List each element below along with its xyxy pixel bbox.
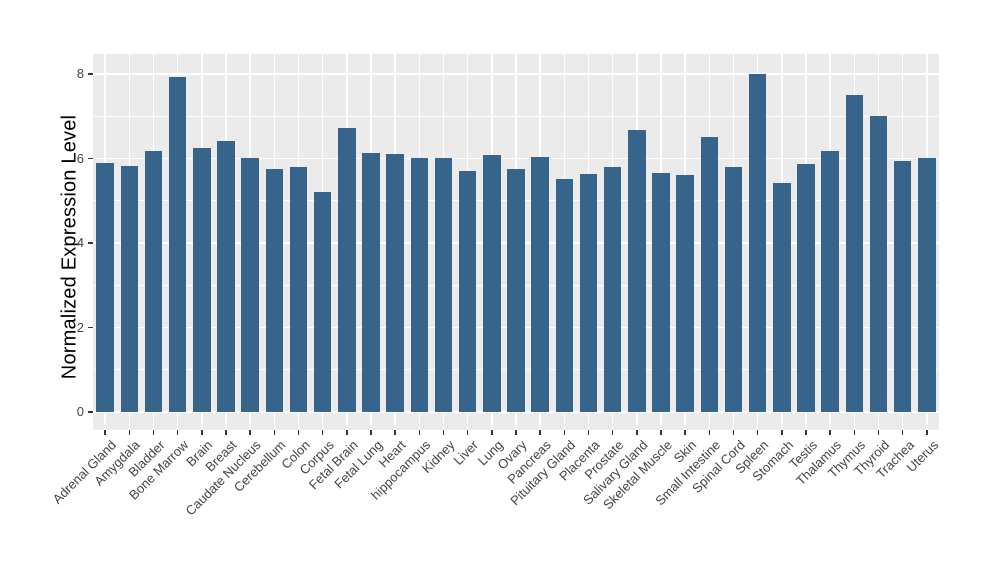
bar-adrenal-gland <box>96 162 114 412</box>
bar-heart <box>386 154 404 412</box>
bar-skin <box>676 174 694 412</box>
y-tick-mark-4 <box>88 242 93 244</box>
bar-lung <box>483 155 501 412</box>
y-tick-mark-0 <box>88 411 93 413</box>
x-tick-label-liver: Liver <box>451 437 482 468</box>
x-tick-mark-17 <box>515 430 517 435</box>
bar-brain <box>193 147 211 412</box>
bar-spinal-cord <box>724 166 743 412</box>
bar-testis <box>797 163 815 412</box>
x-tick-mark-8 <box>297 430 300 435</box>
bar-thalamus <box>821 150 839 412</box>
x-tick-mark-2 <box>152 430 155 435</box>
bar-stomach <box>773 183 791 412</box>
x-tick-mark-12 <box>394 430 396 435</box>
x-tick-mark-30 <box>829 430 831 435</box>
x-tick-mark-15 <box>466 430 469 435</box>
plot-panel <box>93 54 939 430</box>
x-tick-mark-19 <box>563 430 566 435</box>
bar-pituitary-gland <box>555 178 574 412</box>
bar-small-intestine <box>700 137 719 412</box>
bar-bladder <box>144 150 163 412</box>
x-tick-mark-11 <box>370 430 372 435</box>
x-tick-mark-5 <box>225 430 227 435</box>
x-tick-mark-6 <box>249 430 251 435</box>
x-tick-mark-28 <box>781 430 783 435</box>
bar-prostate <box>603 166 622 412</box>
y-tick-mark-2 <box>88 326 93 329</box>
y-tick-mark-8 <box>88 73 93 75</box>
x-tick-mark-33 <box>901 430 904 435</box>
x-tick-mark-1 <box>128 430 130 435</box>
bar-skeletal-muscle <box>652 173 670 412</box>
x-tick-mark-16 <box>491 430 493 435</box>
bar-salivary-gland <box>628 129 646 412</box>
x-tick-mark-29 <box>805 430 807 435</box>
x-tick-mark-26 <box>732 430 735 435</box>
x-tick-mark-23 <box>660 430 662 435</box>
x-tick-mark-3 <box>176 430 179 435</box>
x-tick-mark-20 <box>587 430 590 435</box>
x-tick-mark-13 <box>418 430 421 435</box>
bar-fetal-brain <box>338 128 356 412</box>
bar-thyroid <box>869 116 888 412</box>
y-tick-label-0: 0 <box>76 404 84 419</box>
x-tick-mark-21 <box>611 430 614 435</box>
x-tick-mark-25 <box>708 430 711 435</box>
bar-hippocampus <box>410 157 429 412</box>
x-tick-mark-18 <box>539 430 541 435</box>
x-tick-mark-34 <box>926 430 928 435</box>
bar-cerebellum <box>265 169 284 412</box>
bar-colon <box>289 167 308 412</box>
y-tick-label-4: 4 <box>76 235 84 250</box>
bar-pancreas <box>531 157 549 412</box>
y-tick-label-8: 8 <box>76 66 84 81</box>
x-tick-mark-27 <box>756 430 759 435</box>
x-tick-mark-14 <box>442 430 445 435</box>
bar-spleen <box>748 74 767 412</box>
bar-liver <box>458 171 477 412</box>
x-tick-mark-4 <box>201 430 203 435</box>
bar-bone-marrow <box>168 76 187 412</box>
x-tick-mark-9 <box>321 430 324 435</box>
y-tick-label-6: 6 <box>76 150 84 166</box>
x-tick-mark-24 <box>684 430 686 435</box>
bar-caudate-nucleus <box>241 158 259 412</box>
x-tick-mark-32 <box>877 430 880 435</box>
x-tick-mark-22 <box>636 430 638 435</box>
bar-placenta <box>579 173 598 412</box>
bar-fetal-lung <box>362 152 380 412</box>
x-tick-mark-0 <box>104 430 106 435</box>
bar-amygdala <box>120 165 138 412</box>
bar-kidney <box>434 158 453 412</box>
x-tick-mark-10 <box>346 430 348 435</box>
x-tick-mark-31 <box>853 430 856 435</box>
bar-thymus <box>845 94 864 412</box>
y-tick-mark-6 <box>88 157 93 160</box>
bar-corpus <box>313 192 332 412</box>
bar-trachea <box>893 160 912 412</box>
bar-breast <box>217 140 235 412</box>
bar-uterus <box>918 158 936 412</box>
y-tick-label-2: 2 <box>76 319 84 335</box>
x-tick-mark-7 <box>273 430 276 435</box>
bar-ovary <box>507 168 525 412</box>
